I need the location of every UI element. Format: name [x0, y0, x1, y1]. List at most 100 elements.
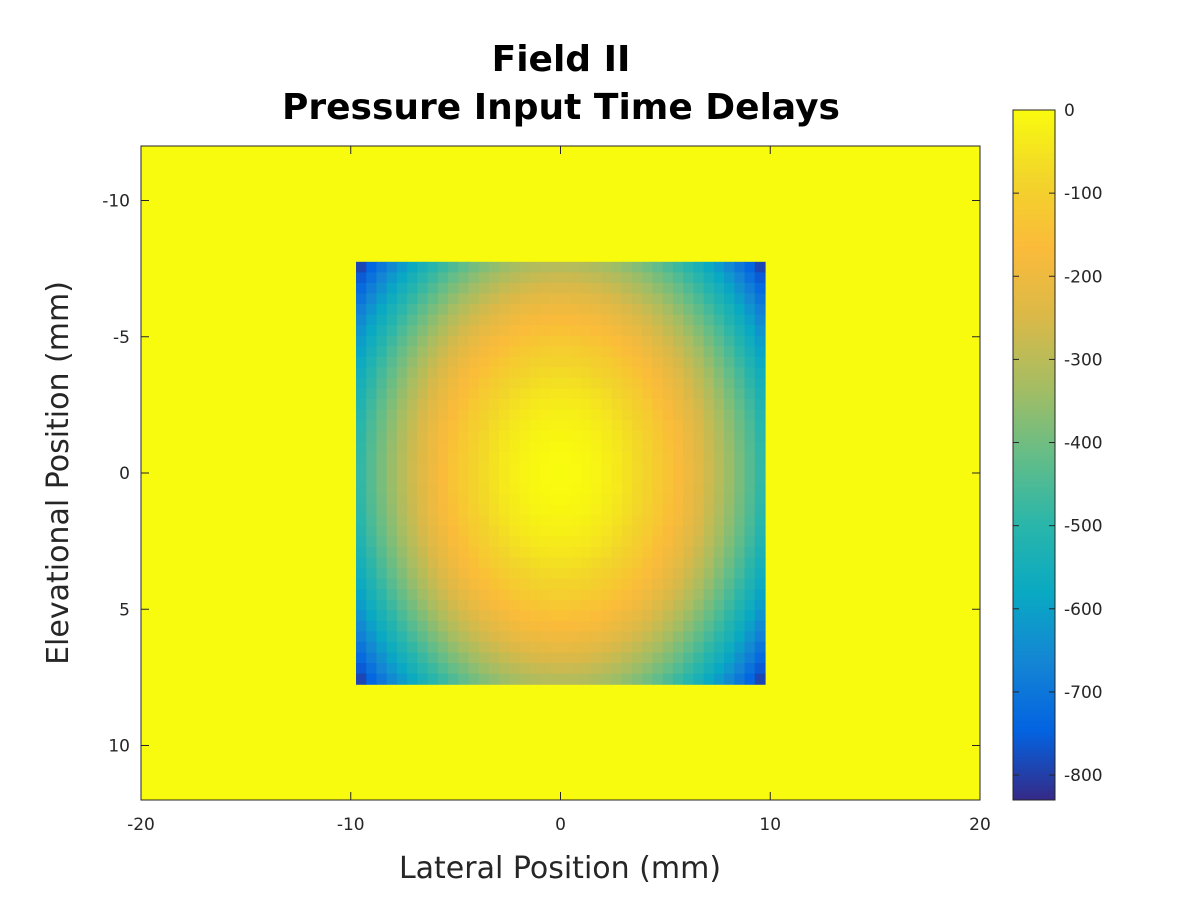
- heatmap-cell: [744, 420, 756, 432]
- heatmap-cell: [672, 335, 684, 347]
- heatmap-cell: [570, 272, 582, 284]
- heatmap-cell: [621, 641, 633, 654]
- heatmap-cell: [458, 420, 470, 432]
- heatmap-cell: [396, 462, 408, 474]
- heatmap-cell: [703, 451, 715, 464]
- heatmap-cell: [724, 367, 735, 379]
- heatmap-cell: [693, 420, 705, 432]
- heatmap-cell: [550, 589, 562, 601]
- heatmap-cell: [570, 568, 582, 580]
- heatmap-cell: [478, 293, 490, 305]
- heatmap-cell: [621, 430, 633, 442]
- heatmap-cell: [724, 546, 735, 559]
- heatmap-cell: [437, 483, 449, 495]
- heatmap-cell: [529, 462, 541, 474]
- heatmap-cell: [550, 293, 562, 305]
- heatmap-cell: [488, 261, 500, 273]
- heatmap-cell: [448, 620, 459, 632]
- heatmap-cell: [376, 399, 388, 411]
- heatmap-cell: [550, 504, 562, 516]
- heatmap-cell: [621, 494, 633, 506]
- heatmap-cell: [570, 536, 582, 548]
- heatmap-cell: [448, 282, 459, 295]
- heatmap-cell: [499, 430, 510, 442]
- heatmap-cell: [683, 599, 695, 611]
- heatmap-cell: [499, 599, 510, 611]
- heatmap-cell: [693, 261, 705, 273]
- heatmap-cell: [437, 599, 449, 611]
- heatmap-cell: [458, 641, 470, 654]
- heatmap-cell: [591, 272, 603, 284]
- heatmap-cell: [611, 673, 623, 685]
- heatmap-cell: [621, 409, 633, 421]
- heatmap-cell: [724, 388, 735, 400]
- heatmap-cell: [376, 377, 388, 390]
- heatmap-cell: [662, 557, 674, 569]
- heatmap-cell: [601, 546, 613, 559]
- heatmap-cell: [417, 620, 429, 632]
- heatmap-cell: [642, 409, 654, 421]
- heatmap-cell: [601, 272, 613, 284]
- heatmap-cell: [632, 304, 643, 316]
- heatmap-cell: [683, 409, 695, 421]
- heatmap-cell: [366, 314, 378, 326]
- heatmap-cell: [693, 525, 705, 537]
- heatmap-cell: [632, 314, 643, 326]
- heatmap-cell: [448, 325, 459, 337]
- heatmap-cell: [509, 515, 521, 527]
- heatmap-cell: [355, 494, 367, 506]
- heatmap-cell: [376, 420, 388, 432]
- heatmap-cell: [724, 568, 735, 580]
- heatmap-cell: [703, 610, 715, 622]
- heatmap-cell: [734, 409, 746, 421]
- heatmap-cell: [386, 388, 398, 400]
- heatmap-cell: [632, 409, 643, 421]
- heatmap-cell: [652, 314, 664, 326]
- heatmap-cell: [570, 663, 582, 675]
- heatmap-cell: [540, 610, 551, 622]
- heatmap-cell: [386, 282, 398, 295]
- heatmap-cell: [601, 631, 613, 643]
- heatmap-cell: [744, 483, 756, 495]
- heatmap-cell: [601, 610, 613, 622]
- heatmap-cell: [652, 399, 664, 411]
- heatmap-cell: [396, 515, 408, 527]
- heatmap-cell: [478, 304, 490, 316]
- heatmap-cell: [734, 483, 746, 495]
- heatmap-cell: [458, 589, 470, 601]
- heatmap-cell: [386, 261, 398, 273]
- heatmap-cell: [550, 420, 562, 432]
- heatmap-cell: [724, 663, 735, 675]
- heatmap-cell: [754, 409, 766, 421]
- heatmap-cell: [468, 515, 480, 527]
- heatmap-cell: [407, 536, 418, 548]
- heatmap-cell: [693, 293, 705, 305]
- heatmap-cell: [683, 441, 695, 453]
- heatmap-cell: [560, 335, 572, 347]
- heatmap-cell: [396, 409, 408, 421]
- heatmap-cell: [396, 525, 408, 537]
- heatmap-cell: [611, 473, 623, 485]
- heatmap-cell: [621, 473, 633, 485]
- heatmap-cell: [570, 399, 582, 411]
- heatmap-cell: [468, 473, 480, 485]
- heatmap-cell: [713, 367, 725, 379]
- heatmap-cell: [437, 261, 449, 273]
- heatmap-cell: [652, 620, 664, 632]
- heatmap-cell: [621, 261, 633, 273]
- heatmap-cell: [458, 282, 470, 295]
- heatmap-cell: [724, 451, 735, 464]
- heatmap-cell: [448, 557, 459, 569]
- heatmap-cell: [734, 641, 746, 654]
- heatmap-cell: [734, 325, 746, 337]
- heatmap-cell: [744, 282, 756, 295]
- heatmap-cell: [683, 314, 695, 326]
- heatmap-cell: [642, 272, 654, 284]
- heatmap-cell: [407, 441, 418, 453]
- heatmap-cell: [652, 462, 664, 474]
- heatmap-cell: [621, 388, 633, 400]
- heatmap-cell: [662, 441, 674, 453]
- heatmap-cell: [437, 557, 449, 569]
- y-tick-label: 10: [108, 737, 130, 757]
- heatmap-cell: [591, 494, 603, 506]
